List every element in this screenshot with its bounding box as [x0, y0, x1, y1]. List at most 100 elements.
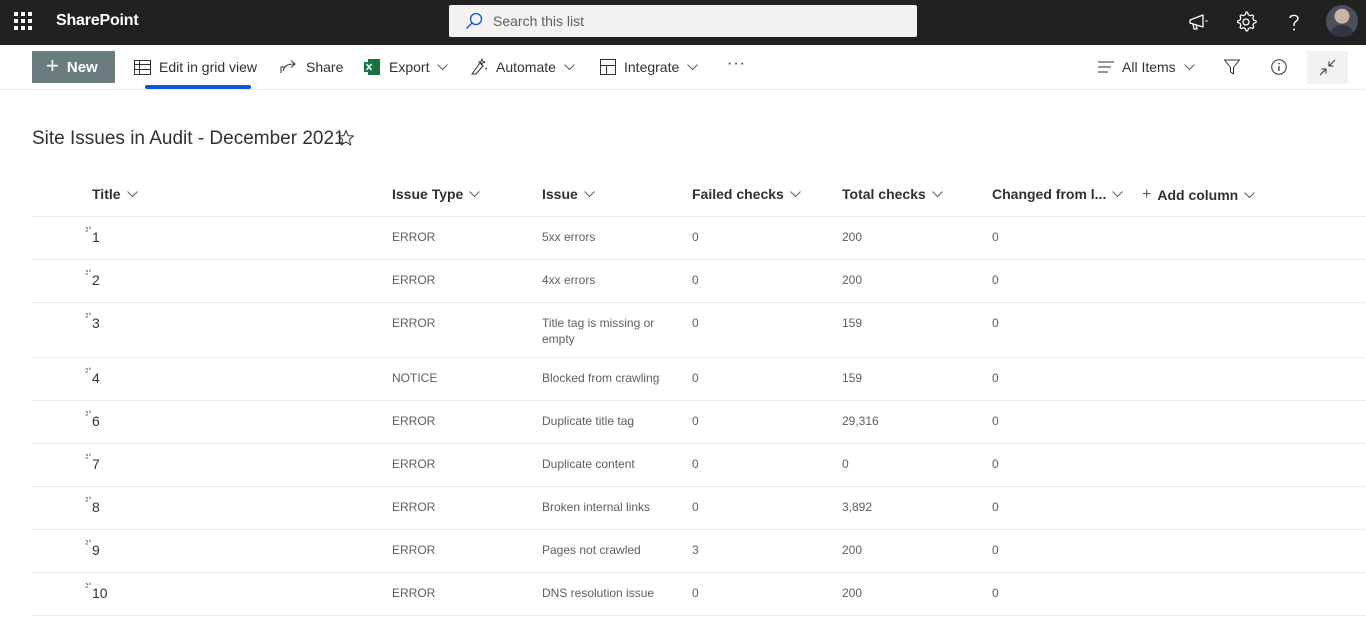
cell-changed: 0 — [992, 316, 999, 330]
table-row[interactable]: 3 ERROR Title tag is missing or empty 0 159 0 — [32, 302, 1366, 357]
new-button[interactable]: + New — [32, 51, 115, 83]
edit-grid-button[interactable]: Edit in grid view — [134, 55, 257, 79]
cell-title[interactable]: 6 — [92, 413, 100, 429]
collapse-button[interactable] — [1307, 51, 1348, 84]
app-name[interactable]: SharePoint — [56, 12, 139, 29]
active-indicator — [145, 85, 251, 89]
view-switcher[interactable]: All Items — [1098, 55, 1195, 79]
cell-total-checks: 3,892 — [842, 500, 873, 514]
add-column-label: Add column — [1157, 187, 1239, 203]
row-divider — [32, 400, 1366, 401]
loading-spinner-icon — [85, 582, 91, 588]
user-avatar[interactable] — [1326, 5, 1358, 37]
info-icon — [1271, 59, 1287, 75]
cell-issue-type: ERROR — [392, 586, 436, 600]
cell-title[interactable]: 1 — [92, 229, 100, 245]
cell-issue: Blocked from crawling — [542, 371, 660, 385]
cell-failed-checks: 0 — [692, 230, 699, 244]
chevron-down-icon — [583, 190, 595, 197]
suite-bar: SharePoint — [0, 0, 1366, 45]
cell-failed-checks: 0 — [692, 500, 699, 514]
table-row[interactable]: 9 ERROR Pages not crawled 3 200 0 — [32, 529, 1366, 572]
column-header-issue[interactable]: Issue — [542, 186, 595, 202]
integrate-button[interactable]: Integrate — [600, 55, 699, 79]
column-header-changed[interactable]: Changed from l... — [992, 186, 1124, 202]
cell-failed-checks: 0 — [692, 371, 699, 385]
gear-icon[interactable] — [1234, 10, 1258, 34]
row-divider — [32, 529, 1366, 530]
cell-title[interactable]: 8 — [92, 499, 100, 515]
loading-spinner-icon — [85, 367, 91, 373]
cell-total-checks: 29,316 — [842, 414, 879, 428]
new-button-label: New — [66, 58, 98, 76]
chevron-down-icon — [469, 190, 481, 197]
loading-spinner-icon — [85, 539, 91, 545]
cell-title[interactable]: 3 — [92, 315, 100, 331]
table-row[interactable]: 6 ERROR Duplicate title tag 0 29,316 0 — [32, 400, 1366, 443]
cell-total-checks: 200 — [842, 586, 863, 600]
grid-icon — [134, 59, 151, 75]
column-header-label: Title — [92, 186, 121, 202]
loading-spinner-icon — [85, 312, 91, 318]
cell-failed-checks: 0 — [692, 414, 699, 428]
page-title: Site Issues in Audit - December 2021 — [32, 128, 345, 149]
info-button[interactable] — [1271, 55, 1287, 79]
automate-icon — [471, 58, 488, 75]
cell-changed: 0 — [992, 371, 999, 385]
more-icon: ··· — [727, 55, 746, 72]
cell-failed-checks: 0 — [692, 457, 699, 471]
column-header-failed-checks[interactable]: Failed checks — [692, 186, 801, 202]
chevron-down-icon — [564, 63, 575, 70]
search-box[interactable] — [449, 5, 917, 37]
column-header-label: Changed from l... — [992, 186, 1107, 202]
export-button[interactable]: Export — [363, 55, 449, 79]
loading-spinner-icon — [85, 453, 91, 459]
automate-button[interactable]: Automate — [470, 55, 575, 79]
search-input[interactable] — [493, 5, 903, 37]
cell-title[interactable]: 2 — [92, 272, 100, 288]
cell-issue-type: ERROR — [392, 457, 436, 471]
cell-title[interactable]: 4 — [92, 370, 100, 386]
app-launcher-icon[interactable] — [14, 12, 34, 32]
row-divider — [32, 302, 1366, 303]
favorite-star-icon[interactable] — [337, 129, 355, 147]
cell-failed-checks: 0 — [692, 586, 699, 600]
loading-spinner-icon — [85, 226, 91, 232]
cell-total-checks: 200 — [842, 230, 863, 244]
table-row[interactable]: 8 ERROR Broken internal links 0 3,892 0 — [32, 486, 1366, 529]
share-button[interactable]: Share — [280, 55, 343, 79]
megaphone-icon[interactable] — [1186, 10, 1210, 34]
cell-issue-type: ERROR — [392, 316, 436, 330]
more-commands-button[interactable]: ··· — [727, 52, 746, 76]
cell-title[interactable]: 7 — [92, 456, 100, 472]
edit-grid-label: Edit in grid view — [159, 59, 258, 75]
cell-failed-checks: 0 — [692, 273, 699, 287]
cell-total-checks: 0 — [842, 457, 849, 471]
column-header-label: Failed checks — [692, 186, 784, 202]
cell-title[interactable]: 10 — [92, 585, 108, 601]
cell-issue: 5xx errors — [542, 230, 596, 244]
column-header-total-checks[interactable]: Total checks — [842, 186, 943, 202]
plus-icon: + — [1142, 186, 1152, 203]
filter-button[interactable] — [1224, 55, 1240, 79]
cell-title[interactable]: 9 — [92, 542, 100, 558]
cell-issue-type: ERROR — [392, 500, 436, 514]
cell-issue-type: ERROR — [392, 543, 436, 557]
table-row[interactable]: 2 ERROR 4xx errors 0 200 0 — [32, 259, 1366, 302]
column-header-title[interactable]: Title — [92, 186, 138, 202]
loading-spinner-icon — [85, 496, 91, 502]
help-icon[interactable] — [1282, 10, 1306, 34]
cell-issue: Broken internal links — [542, 500, 651, 514]
add-column-button[interactable]: + Add column — [1142, 186, 1256, 204]
integrate-icon — [600, 59, 616, 75]
table-row[interactable]: 1 ERROR 5xx errors 0 200 0 — [32, 216, 1366, 259]
cell-total-checks: 200 — [842, 543, 863, 557]
search-icon — [466, 12, 483, 29]
table-row[interactable]: 10 ERROR DNS resolution issue 0 200 0 — [32, 572, 1366, 615]
filter-icon — [1224, 59, 1240, 75]
cell-issue: Duplicate content — [542, 457, 635, 471]
loading-spinner-icon — [85, 410, 91, 416]
table-row[interactable]: 4 NOTICE Blocked from crawling 0 159 0 — [32, 357, 1366, 400]
table-row[interactable]: 7 ERROR Duplicate content 0 0 0 — [32, 443, 1366, 486]
column-header-issue-type[interactable]: Issue Type — [392, 186, 481, 202]
